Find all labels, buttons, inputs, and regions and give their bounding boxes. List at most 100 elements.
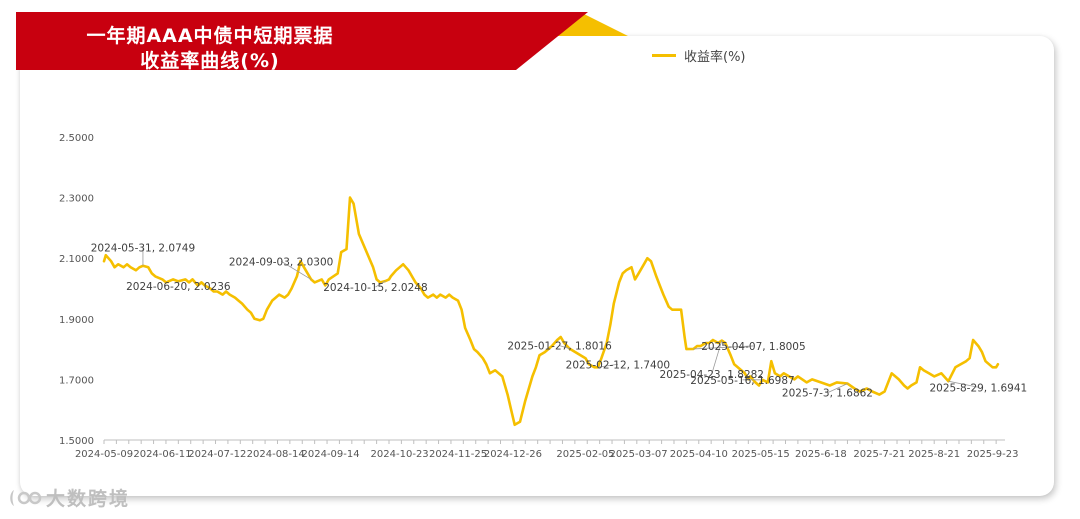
annotation-leader bbox=[693, 345, 754, 350]
data-point bbox=[749, 375, 751, 378]
data-point bbox=[420, 287, 422, 290]
data-point bbox=[906, 387, 909, 390]
x-tick-label: 2024-06-11 bbox=[133, 449, 191, 460]
data-point bbox=[903, 384, 905, 387]
data-label: 2025-01-27, 1.8016 bbox=[507, 341, 612, 353]
data-point bbox=[494, 369, 497, 372]
annotation-leader bbox=[559, 345, 570, 349]
data-point bbox=[531, 375, 534, 378]
data-point bbox=[457, 299, 459, 302]
data-point bbox=[915, 381, 918, 384]
data-point bbox=[793, 378, 796, 381]
x-tick-label: 2025-02-05 bbox=[556, 449, 614, 460]
x-tick-label: 2025-6-18 bbox=[795, 449, 847, 460]
data-point bbox=[997, 363, 999, 366]
annotation-leader bbox=[711, 340, 723, 375]
data-label: 2025-04-23, 1.8282 bbox=[660, 369, 764, 381]
data-point bbox=[922, 369, 925, 372]
data-point bbox=[933, 375, 936, 378]
data-point bbox=[216, 290, 219, 293]
data-point bbox=[559, 336, 562, 338]
data-point bbox=[683, 336, 686, 338]
data-point bbox=[605, 342, 608, 344]
data-point bbox=[972, 339, 974, 341]
data-point bbox=[584, 357, 587, 360]
data-point bbox=[184, 278, 187, 281]
data-point bbox=[704, 342, 707, 344]
data-point bbox=[782, 372, 785, 375]
data-point bbox=[724, 342, 727, 344]
x-tick-label: 2024-07-12 bbox=[188, 449, 246, 460]
data-label: 2024-10-15, 2.0248 bbox=[323, 282, 427, 294]
data-point bbox=[696, 345, 698, 347]
data-point bbox=[593, 366, 596, 369]
data-point bbox=[296, 275, 298, 278]
data-point bbox=[883, 390, 886, 393]
data-point bbox=[407, 269, 410, 272]
data-point bbox=[388, 278, 390, 281]
data-point bbox=[165, 281, 167, 284]
annotation-leader bbox=[375, 280, 386, 288]
data-point bbox=[630, 266, 633, 269]
legend-swatch bbox=[652, 54, 676, 57]
data-point bbox=[995, 366, 997, 369]
data-point bbox=[662, 293, 665, 296]
data-point bbox=[820, 381, 822, 384]
data-point bbox=[464, 327, 466, 329]
data-point bbox=[212, 290, 215, 293]
data-point bbox=[940, 372, 943, 375]
data-point bbox=[379, 281, 381, 284]
data-point bbox=[398, 266, 401, 269]
data-point bbox=[708, 342, 711, 344]
data-point bbox=[209, 287, 212, 290]
data-point bbox=[618, 281, 620, 284]
data-point bbox=[313, 281, 316, 284]
data-point bbox=[646, 257, 649, 260]
data-point bbox=[866, 387, 868, 390]
data-point bbox=[349, 196, 351, 199]
data-point bbox=[910, 384, 913, 387]
data-point bbox=[358, 233, 360, 235]
data-label: 2025-8-29, 1.6941 bbox=[929, 382, 1027, 394]
data-point bbox=[117, 263, 120, 266]
data-point bbox=[779, 375, 782, 378]
data-point bbox=[968, 357, 971, 360]
data-point bbox=[535, 366, 537, 369]
y-tick-label: 2.3000 bbox=[59, 194, 94, 205]
data-point bbox=[519, 420, 521, 423]
annotation-leader bbox=[948, 380, 979, 388]
data-point bbox=[135, 269, 137, 272]
data-point bbox=[981, 351, 983, 353]
data-label: 2025-04-07, 1.8005 bbox=[701, 341, 805, 353]
data-point bbox=[524, 399, 527, 402]
data-point bbox=[489, 372, 491, 375]
data-point bbox=[835, 381, 838, 384]
data-label: 2024-06-20, 2.0236 bbox=[126, 281, 231, 293]
data-point bbox=[547, 348, 550, 350]
watermark-text: 大数跨境 bbox=[46, 488, 131, 510]
data-point bbox=[712, 339, 714, 341]
data-point bbox=[258, 319, 261, 322]
data-point bbox=[439, 293, 442, 296]
data-point bbox=[103, 260, 105, 263]
data-point bbox=[637, 272, 640, 275]
data-point bbox=[250, 311, 252, 314]
data-point bbox=[774, 372, 776, 375]
data-point bbox=[878, 393, 881, 396]
data-point bbox=[246, 308, 249, 311]
legend-label: 收益率(%) bbox=[684, 50, 746, 65]
data-point bbox=[234, 296, 236, 299]
data-point bbox=[743, 372, 746, 375]
data-point bbox=[241, 302, 244, 305]
data-point bbox=[423, 293, 426, 296]
data-point bbox=[729, 354, 732, 357]
data-point bbox=[172, 278, 174, 281]
data-point bbox=[228, 293, 231, 296]
data-point bbox=[655, 275, 658, 278]
data-point bbox=[588, 363, 590, 366]
data-point bbox=[485, 363, 488, 366]
data-point bbox=[122, 266, 125, 269]
data-point bbox=[984, 360, 987, 363]
data-point bbox=[150, 272, 153, 275]
